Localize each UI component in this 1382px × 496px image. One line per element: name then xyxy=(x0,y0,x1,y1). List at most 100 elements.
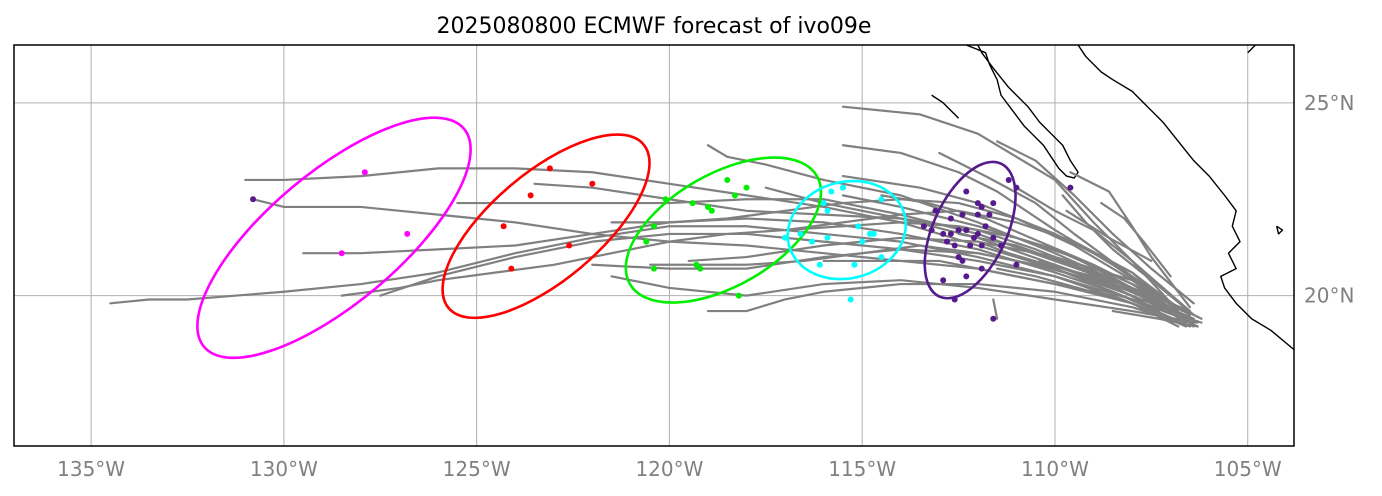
forecast-track xyxy=(533,182,1180,317)
forecast-point xyxy=(951,296,958,303)
forecast-point xyxy=(859,238,866,245)
forecast-point xyxy=(997,242,1004,249)
coastline xyxy=(966,45,1079,179)
forecast-track xyxy=(649,244,1199,328)
forecast-track xyxy=(1100,201,1172,278)
forecast-point xyxy=(816,261,823,268)
forecast-point xyxy=(361,169,368,176)
uncertainty-ellipse xyxy=(441,133,651,320)
lon-tick-label: 120°W xyxy=(635,457,703,481)
lon-tick-label: 105°W xyxy=(1214,457,1282,481)
coastline xyxy=(931,94,960,119)
forecast-point xyxy=(974,230,981,237)
forecast-point xyxy=(971,234,977,241)
forecast-point xyxy=(527,192,534,199)
forecast-point xyxy=(978,265,985,272)
forecast-point xyxy=(651,265,657,272)
forecast-point xyxy=(839,184,846,191)
forecast-point xyxy=(782,234,789,241)
forecast-point xyxy=(959,257,966,264)
forecast-point xyxy=(866,230,873,237)
forecast-point xyxy=(963,227,970,234)
forecast-point xyxy=(508,265,515,272)
forecast-track xyxy=(992,298,999,320)
forecast-track xyxy=(822,259,1172,320)
forecast-points xyxy=(250,165,1074,322)
forecast-point xyxy=(651,223,657,230)
forecast-track xyxy=(938,151,1192,317)
forecast-track xyxy=(996,140,1195,305)
uncertainty-ellipse xyxy=(786,179,908,281)
plot-area xyxy=(109,45,1294,360)
lon-tick-label: 125°W xyxy=(443,457,511,481)
lon-tick-label: 130°W xyxy=(250,457,318,481)
forecast-point xyxy=(500,223,507,230)
forecast-point xyxy=(643,238,650,245)
forecast-track xyxy=(706,144,1192,320)
forecast-point xyxy=(851,261,858,268)
forecast-point xyxy=(828,188,835,195)
forecast-point xyxy=(974,211,981,218)
forecast-point xyxy=(697,265,704,272)
forecast-point xyxy=(824,207,831,214)
forecast-point xyxy=(986,211,993,218)
forecast-track xyxy=(783,221,1188,324)
forecast-point xyxy=(974,200,981,207)
forecast-point xyxy=(589,180,596,187)
forecast-point xyxy=(932,207,939,214)
forecast-track xyxy=(996,267,1180,328)
forecast-point xyxy=(947,230,954,237)
forecast-point xyxy=(735,292,742,299)
forecast-track xyxy=(957,232,1188,320)
forecast-track xyxy=(302,217,1184,324)
lon-tick-label: 115°W xyxy=(828,457,896,481)
forecast-point xyxy=(847,296,854,303)
forecast-point xyxy=(824,234,831,241)
forecast-track xyxy=(706,282,1195,328)
forecast-track xyxy=(1061,194,1195,317)
coastline xyxy=(1077,45,1294,351)
forecast-point xyxy=(947,215,954,222)
forecast-point xyxy=(990,234,997,241)
forecast-point xyxy=(855,223,862,230)
forecast-point xyxy=(982,223,989,230)
axis-tick-labels: 135°W 130°W 125°W 120°W 115°W 110°W 105°W 25°N 2… xyxy=(57,91,1354,481)
forecast-point xyxy=(1067,184,1074,191)
forecast-point xyxy=(566,242,573,249)
forecast-point xyxy=(940,230,947,237)
map-title: 2025080800 ECMWF forecast of ivo09e xyxy=(437,14,872,39)
forecast-point xyxy=(820,200,827,207)
forecast-point xyxy=(990,200,997,207)
forecast-point xyxy=(878,196,885,203)
forecast-point xyxy=(928,227,935,234)
lon-tick-label: 110°W xyxy=(1021,457,1089,481)
forecast-track xyxy=(841,144,1176,309)
forecast-point xyxy=(404,230,411,237)
forecast-point xyxy=(920,223,927,230)
forecast-point xyxy=(704,203,711,210)
lat-tick-label: 20°N xyxy=(1304,284,1354,308)
forecast-point xyxy=(990,315,997,322)
forecast-point xyxy=(797,230,804,237)
forecast-track xyxy=(1038,259,1161,313)
forecast-track xyxy=(591,248,1203,324)
forecast-point xyxy=(731,192,738,199)
forecast-track xyxy=(610,275,1199,324)
coastline xyxy=(1275,225,1284,235)
uncertainty-ellipse xyxy=(196,116,472,360)
forecast-point xyxy=(967,242,974,249)
forecast-track xyxy=(340,209,1184,317)
forecast-point xyxy=(944,238,951,245)
forecast-track xyxy=(1111,309,1199,328)
forecast-point xyxy=(662,196,669,203)
forecast-point xyxy=(1005,176,1012,183)
forecast-point xyxy=(689,200,696,207)
forecast-point xyxy=(940,277,947,284)
forecast-point xyxy=(978,242,985,249)
uncertainty-ellipse xyxy=(624,156,823,304)
forecast-point xyxy=(250,196,257,203)
forecast-point xyxy=(693,261,700,268)
forecast-point xyxy=(1013,184,1020,191)
